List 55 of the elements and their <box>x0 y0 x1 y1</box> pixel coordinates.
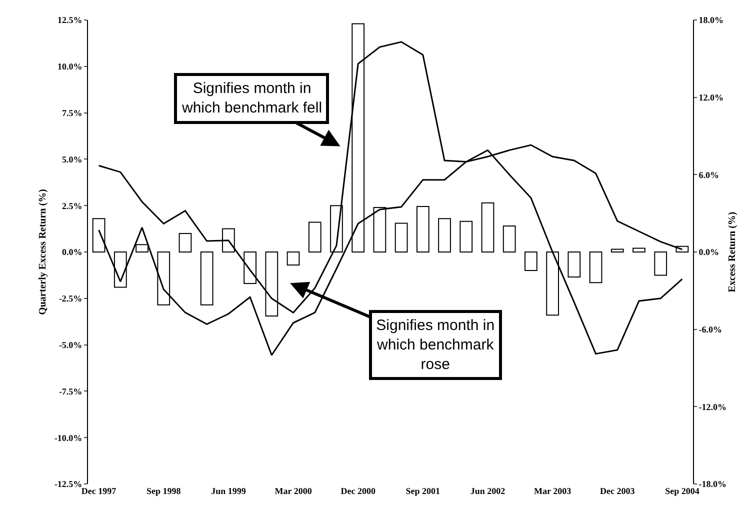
y2-tick-label: -18.0% <box>698 479 727 490</box>
bar <box>373 206 386 252</box>
annotation: Signifies month in which benchmark fell <box>181 80 322 116</box>
y-tick-label: 5.0% <box>62 154 82 164</box>
bar <box>308 222 322 252</box>
bar <box>286 252 300 266</box>
y-tick-label: -2.5% <box>58 294 82 304</box>
y-tick-label: 12.5% <box>57 15 82 26</box>
x-tick-label: Sep 1998 <box>146 486 182 496</box>
bar <box>157 252 170 306</box>
x-tick-label: Mar 2000 <box>274 486 312 496</box>
y-tick-label: -10.0% <box>54 432 82 443</box>
x-tick-label: Jun 1999 <box>211 486 246 496</box>
bar <box>244 252 256 284</box>
x-tick-label: Jun 2002 <box>470 486 506 496</box>
x-tick-label: Dec 2003 <box>600 486 636 496</box>
y-tick-label: -5.0% <box>58 340 82 350</box>
y2-tick-label: 12.0% <box>698 92 724 102</box>
x-tick-label: Sep 2001 <box>406 486 441 496</box>
y-tick-label: 10.0% <box>57 62 82 72</box>
x-tick-label: Dec 2000 <box>340 486 376 496</box>
y2-axis-title: Excess Return (%) <box>727 212 738 292</box>
bar <box>502 226 516 252</box>
bar <box>416 206 430 252</box>
y2-tick-label: 18.0% <box>698 15 724 26</box>
bar <box>394 222 408 252</box>
bar <box>524 252 538 272</box>
bar <box>589 252 602 284</box>
y-tick-label: -7.5% <box>58 386 82 396</box>
x-tick-label: Sep 2004 <box>665 486 700 496</box>
y2-tick-label: -12.0% <box>698 402 727 412</box>
bar <box>222 228 235 252</box>
y-tick-label: 7.5% <box>62 108 82 118</box>
bar <box>178 232 192 252</box>
bar <box>568 252 581 278</box>
y2-tick-label: -6.0% <box>698 324 722 334</box>
y2-tick-label: 0.0% <box>698 247 720 258</box>
bar <box>136 244 148 252</box>
bar <box>460 220 473 252</box>
annotation: Signifies month in which benchmark rose <box>376 317 495 373</box>
y2-tick-label: 6.0% <box>698 170 720 180</box>
bar <box>654 252 668 276</box>
y-tick-label: -12.5% <box>54 479 82 490</box>
bar <box>546 252 559 316</box>
bar <box>610 248 624 252</box>
x-tick-label: Dec 1997 <box>81 486 117 496</box>
bar <box>481 202 494 252</box>
bar <box>632 248 646 252</box>
y-axis-title: Quarterly Excess Return (%) <box>37 189 48 315</box>
bar <box>265 252 278 317</box>
y-tick-label: 0.0% <box>62 247 82 258</box>
y-tick-label: 2.5% <box>62 200 82 211</box>
bar <box>200 252 214 306</box>
bar <box>438 218 451 252</box>
x-tick-label: Mar 2003 <box>534 486 572 496</box>
